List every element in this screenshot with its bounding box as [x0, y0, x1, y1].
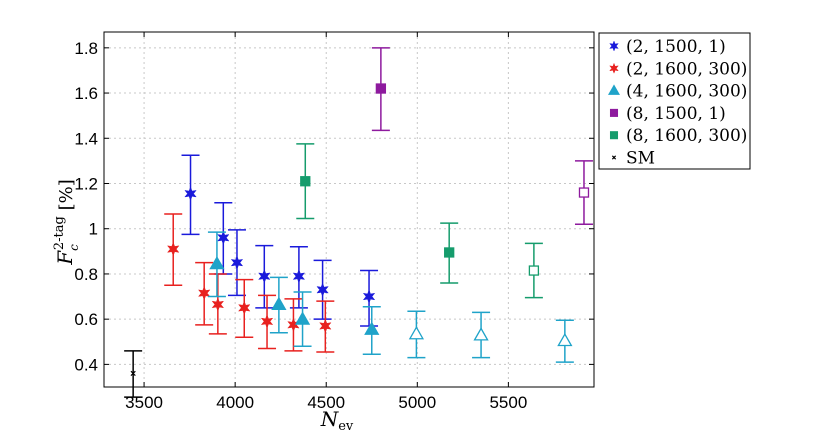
series-group — [181, 154, 379, 327]
legend: (2, 1500, 1)(2, 1600, 300) (4, 1600, 300)… — [598, 32, 751, 170]
x-axis-label: Nev — [320, 407, 354, 434]
data-point-star — [230, 255, 244, 270]
data-point-triangle — [271, 296, 287, 310]
legend-entry-label: (2, 1600, 300) — [626, 59, 747, 79]
y-tick-label: 1.8 — [74, 39, 98, 58]
y-tick-label: 0.8 — [74, 265, 98, 284]
y-tick-label: 1.4 — [74, 129, 98, 148]
data-point-triangle — [364, 321, 380, 335]
data-point-star — [211, 297, 225, 312]
data-point-star — [292, 269, 306, 284]
legend-entry-label: (2, 1500, 1) — [626, 37, 726, 57]
y-tick-label: 0.6 — [74, 310, 98, 329]
data-point-star — [166, 241, 180, 257]
x-tick-label: 5000 — [398, 393, 436, 412]
data-point-square — [444, 247, 455, 258]
data-point-star — [184, 186, 197, 201]
legend-entry-label: (8, 1600, 300) — [626, 126, 747, 146]
y-axis-label: Fc2-tag [%] — [52, 179, 81, 265]
y-tick-label: 1.2 — [74, 174, 98, 193]
legend-entry-label: (4, 1600, 300) — [626, 82, 747, 102]
data-point-star — [238, 300, 251, 316]
grid — [104, 32, 594, 387]
data-point-star — [319, 318, 332, 334]
legend-entry-label: (8, 1500, 1) — [626, 104, 726, 124]
data-point-star — [197, 285, 211, 301]
data-point-triangle — [557, 332, 573, 347]
data-series — [124, 47, 593, 398]
series-group — [164, 213, 335, 353]
series-group — [296, 143, 543, 299]
x-tick-label: 3500 — [125, 393, 163, 412]
data-point-triangle — [608, 84, 620, 95]
data-point-star — [217, 230, 230, 245]
y-tick-label: 0.4 — [74, 355, 98, 374]
data-point-square — [609, 108, 619, 117]
series-group — [207, 231, 574, 363]
data-point-star — [258, 269, 271, 284]
data-point-triangle — [473, 327, 489, 341]
data-point-square — [528, 265, 540, 276]
data-point-star — [260, 314, 274, 329]
legend-box — [598, 32, 751, 170]
x-tick-label: 4000 — [216, 393, 254, 412]
data-point-star — [287, 317, 300, 333]
plot-area — [103, 31, 595, 388]
data-point-square — [375, 83, 387, 94]
x-tick-label: 5500 — [489, 393, 527, 412]
data-point-triangle — [209, 255, 225, 270]
x-tick-label: 4500 — [307, 393, 345, 412]
data-point-square — [609, 131, 619, 140]
data-point-square — [578, 187, 590, 198]
data-point-cross — [130, 370, 136, 377]
y-tick-label: 1.6 — [74, 84, 98, 103]
data-point-triangle — [408, 326, 425, 340]
y-tick-label: 1 — [89, 220, 98, 239]
axis-ticks: 3500 4000 4500 5000 5500 0.4 0.6 0.8 1 1.2 1.4 1.6 1… — [74, 32, 594, 412]
series-group — [371, 47, 593, 225]
series-group — [124, 350, 143, 398]
data-point-cross — [611, 155, 617, 160]
data-point-star — [609, 40, 619, 52]
data-point-triangle — [294, 311, 311, 325]
data-point-star — [609, 62, 619, 74]
legend-entry-label: SM — [626, 149, 655, 169]
data-point-star — [316, 282, 329, 297]
data-point-star — [362, 289, 376, 304]
data-point-square — [300, 176, 311, 187]
